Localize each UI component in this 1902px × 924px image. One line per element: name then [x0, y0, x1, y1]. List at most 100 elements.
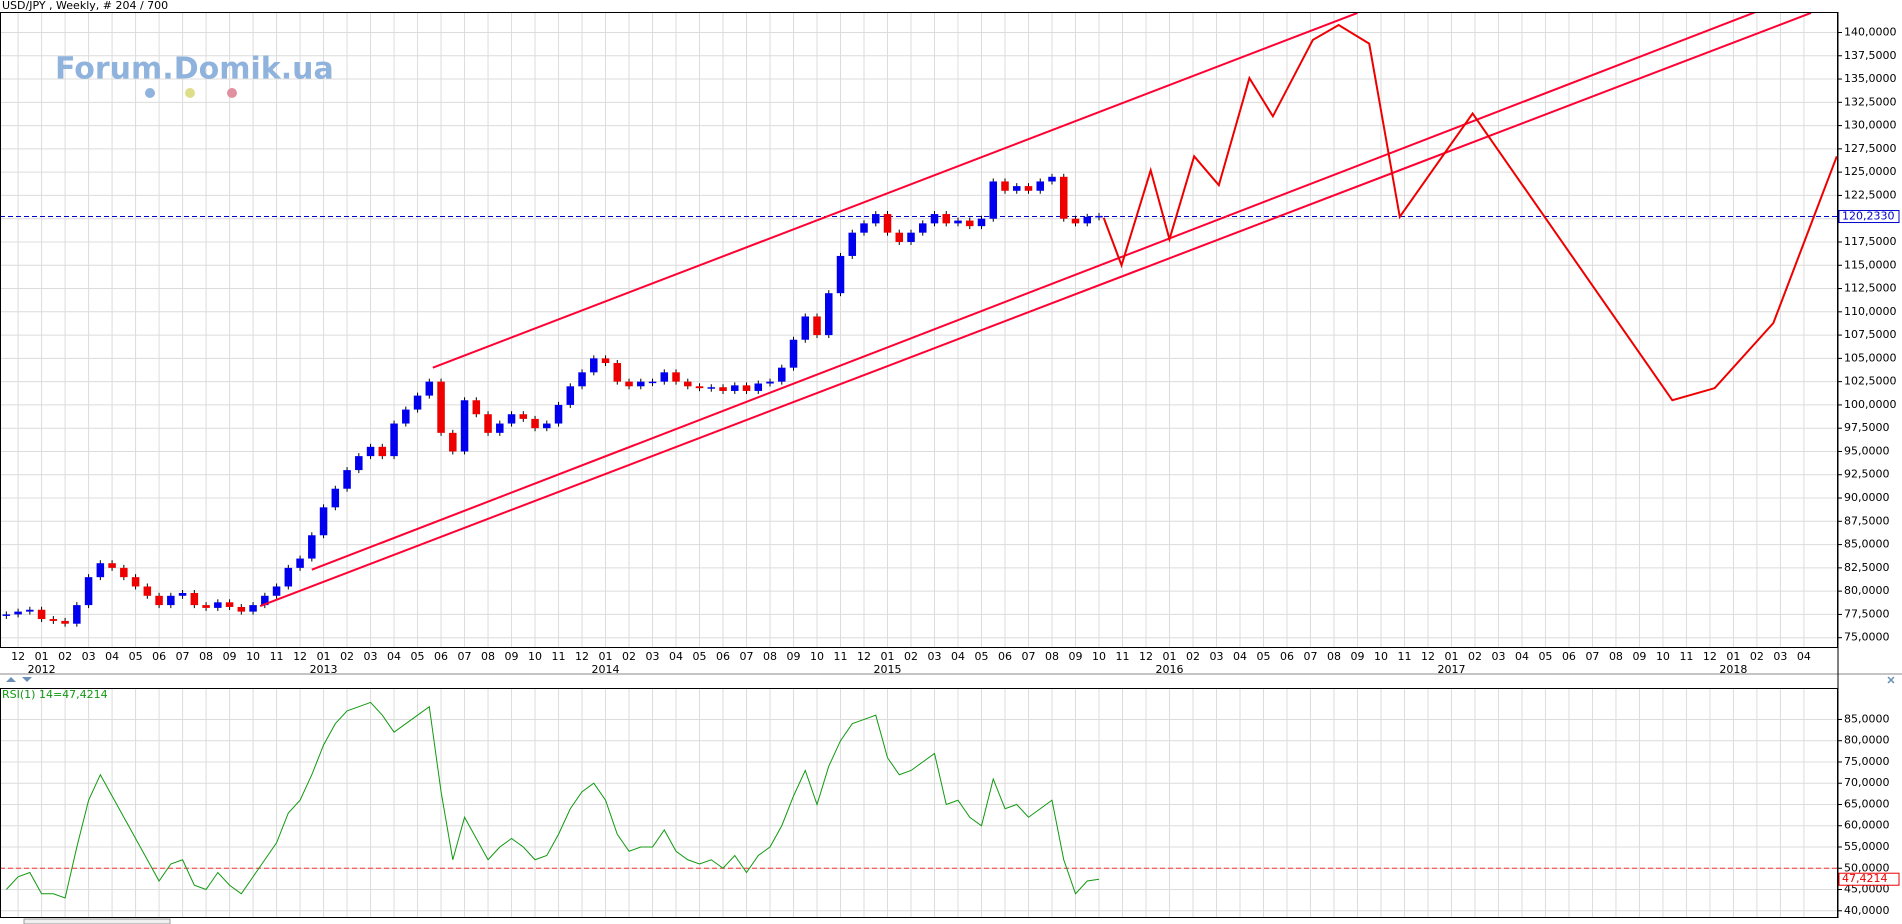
x-tick-label: 01 — [881, 650, 895, 663]
x-tick-label: 12 — [293, 650, 307, 663]
y-tick-label: 80,0000 — [1844, 584, 1890, 597]
candle-body — [190, 592, 199, 606]
x-tick-label: 08 — [763, 650, 777, 663]
x-tick-label: 08 — [481, 650, 495, 663]
x-year-label: 2017 — [1437, 663, 1465, 676]
candle-body — [366, 446, 375, 457]
candle-body — [155, 595, 163, 606]
y-tick-label: 107,5000 — [1844, 328, 1897, 341]
candle-body — [108, 563, 116, 568]
candle-body — [766, 381, 774, 384]
x-tick-label: 06 — [152, 650, 166, 663]
plot-area — [0, 12, 1838, 627]
y-tick-label: 127,5000 — [1844, 142, 1897, 155]
candle-body — [1036, 181, 1045, 191]
x-tick-label: 09 — [223, 650, 237, 663]
close-panel-icon[interactable] — [1887, 676, 1895, 684]
candle-body — [413, 395, 422, 410]
candle-body — [954, 220, 962, 224]
candle-body — [860, 223, 868, 233]
chart-header: USD/JPY , Weekly, # 204 / 700 — [2, 0, 168, 12]
y-tick-label: 117,5000 — [1844, 235, 1897, 248]
candle-body — [672, 372, 680, 382]
x-tick-label: 02 — [340, 650, 354, 663]
x-tick-label: 04 — [951, 650, 965, 663]
candle-body — [778, 367, 786, 382]
x-tick-label: 06 — [434, 650, 448, 663]
y-tick-label: 60,0000 — [1844, 819, 1890, 832]
x-tick-label: 03 — [82, 650, 96, 663]
y-tick-label: 70,0000 — [1844, 776, 1890, 789]
candle-body — [272, 586, 281, 596]
tab[interactable] — [23, 918, 171, 924]
x-tick-label: 06 — [1562, 650, 1576, 663]
candle-body — [965, 220, 974, 227]
candle-body — [660, 372, 669, 382]
candle-body — [507, 414, 516, 424]
candle-body — [2, 614, 11, 616]
x-tick-label: 07 — [740, 650, 754, 663]
y-tick-label: 115,0000 — [1844, 258, 1897, 271]
x-tick-label: 06 — [998, 650, 1012, 663]
collapse-down-icon[interactable] — [22, 677, 32, 682]
x-tick-label: 03 — [364, 650, 378, 663]
x-tick-label: 04 — [105, 650, 119, 663]
candle-body — [202, 605, 210, 608]
candle-body — [449, 432, 457, 452]
channel-line — [432, 12, 1358, 369]
y-tick-label: 80,0000 — [1844, 734, 1890, 747]
x-tick-label: 05 — [1256, 650, 1270, 663]
value-label: 120,2330 — [1842, 210, 1895, 223]
forecast-line — [1102, 23, 1838, 402]
x-tick-label: 10 — [810, 650, 824, 663]
candle-body — [1024, 186, 1033, 191]
candle-body — [237, 606, 246, 612]
candle-body — [719, 387, 727, 391]
x-year-label: 2013 — [310, 663, 338, 676]
value-label-box — [1838, 210, 1900, 224]
x-tick-label: 11 — [1397, 650, 1411, 663]
x-tick-label: 11 — [552, 650, 566, 663]
candle-body — [613, 363, 622, 382]
x-tick-label: 02 — [904, 650, 918, 663]
x-tick-label: 03 — [646, 650, 660, 663]
y-tick-label: 125,0000 — [1844, 165, 1897, 178]
x-tick-label: 10 — [1656, 650, 1670, 663]
panel-controls[interactable] — [6, 676, 1895, 684]
candle-body — [214, 602, 222, 608]
candle-body — [425, 381, 434, 396]
channel-line — [311, 12, 1759, 571]
x-year-label: 2015 — [874, 663, 902, 676]
candle-body — [1059, 176, 1068, 219]
x-tick-label: 04 — [1233, 650, 1247, 663]
x-year-label: 2012 — [28, 663, 56, 676]
candle-body — [26, 609, 34, 612]
candle-body — [37, 609, 46, 620]
y-tick-label: 77,5000 — [1844, 607, 1890, 620]
candle-body — [566, 386, 575, 405]
x-tick-label: 04 — [1515, 650, 1529, 663]
candle-body — [731, 385, 739, 391]
y-tick-label: 92,5000 — [1844, 468, 1890, 481]
candle-body — [496, 423, 504, 433]
candle-body — [977, 218, 986, 227]
candle-body — [836, 255, 845, 294]
candle-body — [754, 383, 763, 391]
candle-body — [625, 381, 633, 387]
x-tick-label: 03 — [1209, 650, 1223, 663]
candle-body — [883, 214, 892, 233]
x-tick-label: 01 — [1162, 650, 1176, 663]
candle-body — [131, 577, 140, 587]
x-tick-label: 09 — [787, 650, 801, 663]
collapse-up-icon[interactable] — [6, 677, 16, 682]
y-tick-label: 130,0000 — [1844, 119, 1897, 132]
x-tick-label: 04 — [387, 650, 401, 663]
x-tick-label: 07 — [458, 650, 472, 663]
x-tick-label: 12 — [1703, 650, 1717, 663]
x-tick-label: 09 — [1350, 650, 1364, 663]
candle-body — [1048, 176, 1056, 182]
candle-body — [848, 232, 857, 256]
logo: Forum.Domik.ua — [55, 52, 334, 87]
y-tick-label: 95,0000 — [1844, 444, 1890, 457]
